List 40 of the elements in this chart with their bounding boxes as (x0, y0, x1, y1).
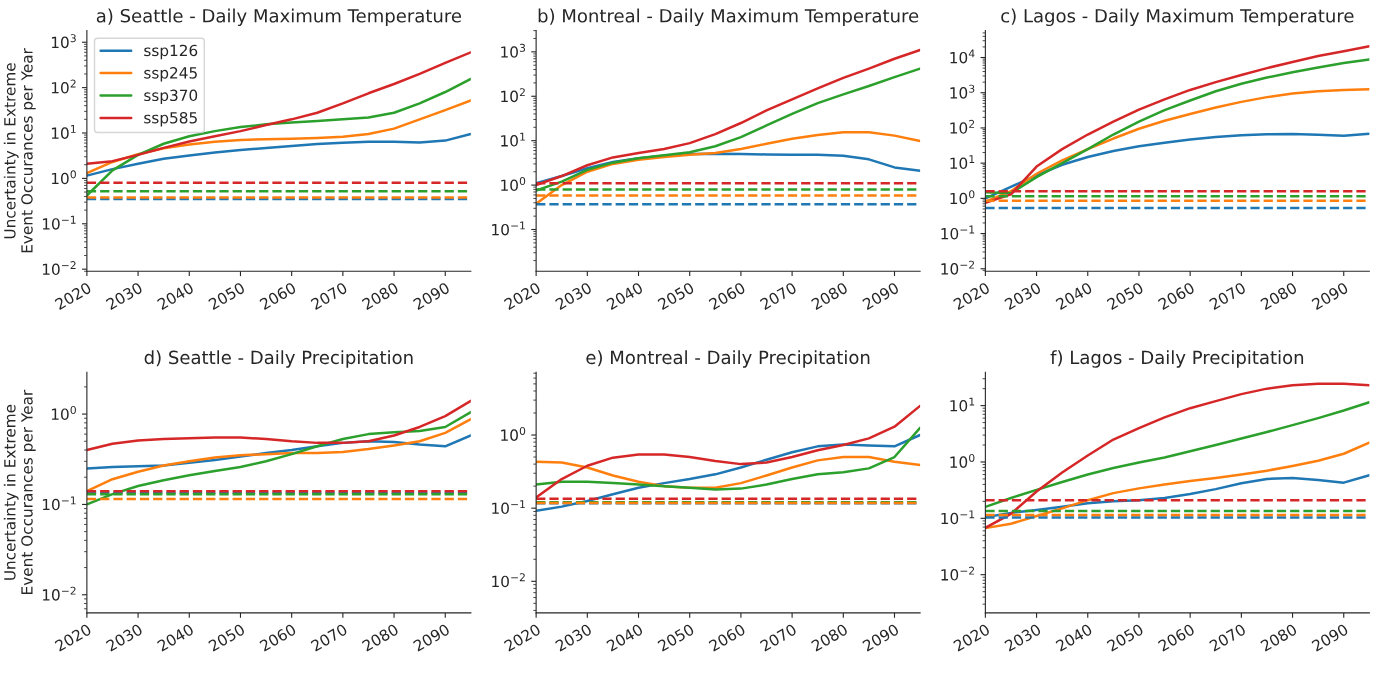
y-tick-label: 10$^{−1}$ (492, 500, 525, 515)
y-tick-label: 10$^{0}$ (501, 177, 526, 192)
chart-title: c) Lagos - Daily Maximum Temperature (1001, 8, 1354, 27)
y-axis-title: Uncertainty in Extreme Event Occurances per Year (3, 389, 36, 594)
y-tick-label: 10$^{3}$ (51, 34, 76, 49)
legend-label: ssp370 (144, 89, 198, 105)
y-tick-label: 10$^{−2}$ (941, 260, 975, 275)
y-tick-label: 10$^{−1}$ (941, 225, 975, 240)
y-tick-label: 10$^{0}$ (51, 405, 76, 420)
chart-title: a) Seattle - Daily Maximum Temperature (96, 8, 462, 27)
y-tick-label: 10$^{−2}$ (492, 573, 525, 588)
y-tick-label: 10$^{−1}$ (941, 510, 975, 525)
y-tick-label: 10$^{−1}$ (42, 215, 76, 230)
y-tick-label: 10$^{3}$ (950, 84, 975, 99)
y-axis-title: Uncertainty in Extreme Event Occurances per Year (3, 48, 36, 253)
y-tick-label: 10$^{0}$ (950, 453, 975, 468)
y-tick-label: 10$^{3}$ (501, 43, 526, 58)
y-tick-label: 10$^{0}$ (501, 426, 526, 441)
y-tick-label: 10$^{1}$ (950, 397, 975, 412)
legend-label: ssp126 (144, 44, 198, 60)
chart-title: e) Montreal - Daily Precipitation (586, 350, 870, 368)
y-tick-label: 10$^{−1}$ (42, 496, 76, 511)
legend-label: ssp585 (144, 111, 197, 127)
legend-label: ssp245 (144, 67, 197, 82)
y-tick-label: 10$^{0}$ (950, 190, 975, 205)
y-tick-label: 10$^{2}$ (950, 119, 975, 134)
y-tick-label: 10$^{1}$ (950, 155, 975, 170)
y-tick-label: 10$^{1}$ (51, 125, 76, 139)
chart-title: f) Lagos - Daily Precipitation (1050, 350, 1304, 368)
y-tick-label: 10$^{1}$ (501, 132, 525, 147)
y-tick-label: 10$^{4}$ (950, 49, 975, 64)
y-tick-label: 10$^{−2}$ (42, 261, 76, 276)
y-tick-label: 10$^{2}$ (51, 79, 76, 94)
chart-title: d) Seattle - Daily Precipitation (144, 350, 413, 368)
chart-title: b) Montreal - Daily Maximum Temperature (538, 8, 919, 27)
y-tick-label: 10$^{−2}$ (941, 566, 975, 581)
y-tick-label: 10$^{−1}$ (492, 221, 525, 236)
y-tick-label: 10$^{2}$ (501, 88, 525, 103)
y-tick-label: 10$^{0}$ (51, 170, 76, 185)
y-tick-label: 10$^{−2}$ (42, 586, 76, 601)
